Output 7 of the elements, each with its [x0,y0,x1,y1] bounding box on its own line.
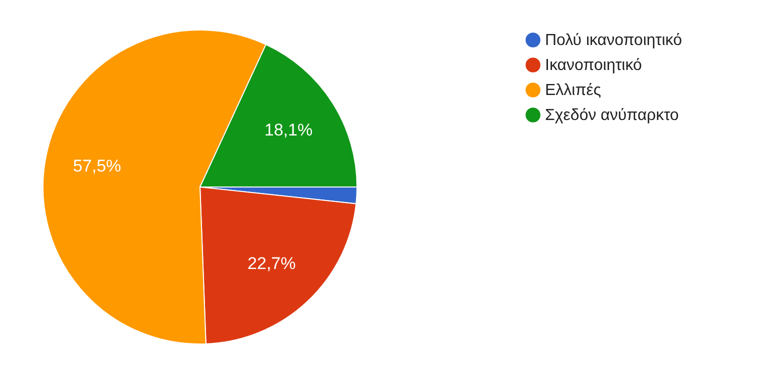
data-label: 57,5% [72,156,122,176]
legend-label: Σχεδόν ανύπαρκτο [545,107,679,124]
data-label: 22,7% [248,254,296,273]
legend-label: Ελλιπές [545,82,602,99]
data-label: 18,1% [264,120,313,140]
legend-label: Ικανοποιητικό [545,57,642,74]
legend-label: Πολύ ικανοποιητικό [545,32,682,49]
